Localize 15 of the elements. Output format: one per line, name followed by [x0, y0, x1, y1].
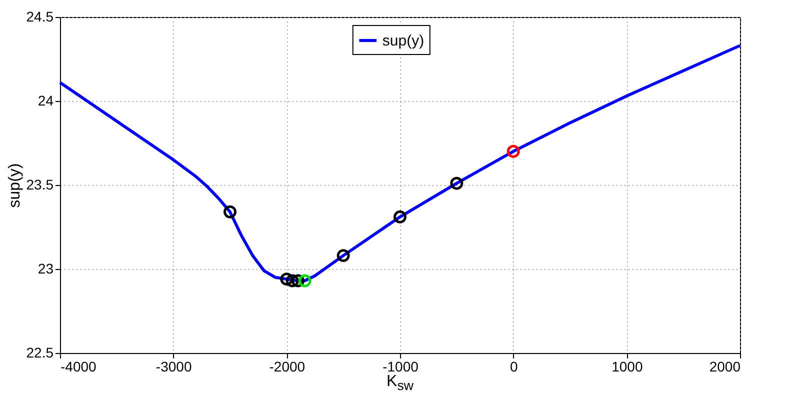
y-tick-label: 22.5 — [26, 344, 54, 360]
x-tick-label: 1000 — [612, 358, 643, 374]
y-axis-title: sup(y) — [6, 163, 24, 208]
x-tick-label: -4000 — [60, 358, 97, 374]
legend-label: sup(y) — [382, 32, 424, 50]
y-tick-label: 23 — [38, 260, 54, 276]
y-tick-label: 24.5 — [26, 8, 54, 24]
y-tick-label: 24 — [38, 92, 54, 108]
x-tick-label: -2000 — [269, 358, 306, 374]
x-axis-title: K$_{sw}$ — [386, 373, 414, 394]
x-tick-label: -1000 — [382, 358, 419, 374]
x-tick-label: 2000 — [709, 358, 741, 374]
x-tick-label: 0 — [510, 358, 518, 374]
y-tick-label: 23.5 — [26, 176, 54, 192]
x-tick-label: -3000 — [156, 358, 192, 374]
